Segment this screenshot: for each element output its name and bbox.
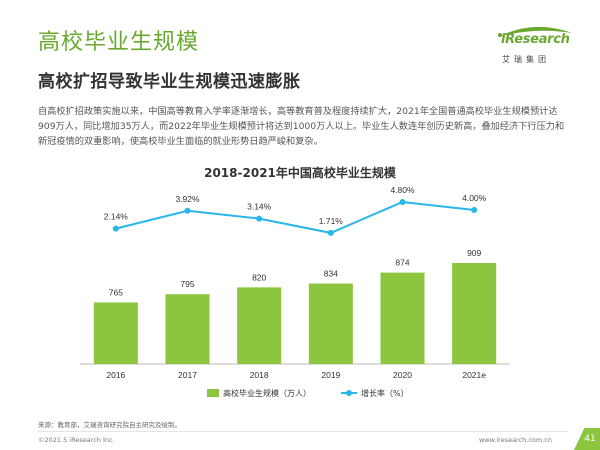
growth-point — [184, 207, 191, 214]
footer-divider — [38, 431, 568, 432]
growth-value-label: 1.71% — [319, 216, 344, 226]
legend-line-label: 增长率（%） — [361, 388, 409, 398]
growth-point — [256, 215, 263, 222]
source-note: 来源：教育部，艾瑞咨询研究院自主研究及绘制。 — [38, 421, 181, 429]
intro-paragraph: 自高校扩招政策实施以来，中国高等教育入学率逐渐增长，高等教育普及程度持续扩大，2… — [38, 106, 565, 147]
chart-legend: 高校毕业生规模（万人） 增长率（%） — [207, 386, 409, 400]
bar-value-label: 909 — [467, 248, 481, 258]
brand-logo: iResearch 艾瑞集团 — [494, 20, 574, 70]
growth-value-label: 3.92% — [175, 194, 200, 204]
bar — [452, 263, 497, 364]
growth-value-label: 4.00% — [462, 193, 487, 203]
growth-point — [399, 199, 406, 205]
brand-subtitle: 艾瑞集团 — [502, 55, 550, 64]
website-link[interactable]: www.iresearch.com.cn — [478, 436, 552, 444]
bar — [237, 287, 282, 364]
x-tick-label: 2021e — [462, 370, 486, 380]
page-title: 高校毕业生规模 — [38, 30, 200, 55]
bar — [93, 302, 138, 364]
bar-value-label: 834 — [324, 269, 338, 279]
x-tick-label: 2018 — [250, 370, 269, 380]
bar-value-label: 874 — [395, 258, 409, 268]
growth-value-label: 4.80% — [390, 185, 415, 195]
growth-line — [115, 200, 475, 234]
page-subtitle: 高校扩招导致毕业生规模迅速膨胀 — [38, 72, 301, 92]
chart-title: 2018-2021年中国高校毕业生规模 — [204, 166, 396, 180]
x-tick-label: 2019 — [321, 370, 340, 380]
bar-value-label: 795 — [180, 279, 194, 289]
x-tick-label: 2020 — [393, 370, 412, 380]
bar — [308, 283, 353, 364]
brand-mark-icon — [498, 26, 572, 37]
legend-bar-swatch — [207, 389, 219, 397]
x-tick-label: 2016 — [106, 370, 125, 380]
x-tick-label: 2017 — [178, 370, 197, 380]
growth-value-label: 3.14% — [247, 202, 272, 212]
bar-value-label: 765 — [109, 287, 123, 297]
legend-line-swatch — [341, 389, 357, 397]
bar — [380, 272, 425, 364]
growth-point — [471, 207, 478, 213]
copyright: ©2021.5 iResearch Inc. — [38, 436, 115, 444]
legend-bar-label: 高校毕业生规模（万人） — [223, 388, 311, 398]
bar — [165, 294, 210, 364]
growth-point — [327, 229, 334, 236]
growth-value-label: 2.14% — [104, 212, 129, 222]
brand-name: iResearch — [501, 32, 570, 47]
bar-value-label: 820 — [252, 272, 266, 282]
growth-point — [112, 225, 119, 232]
